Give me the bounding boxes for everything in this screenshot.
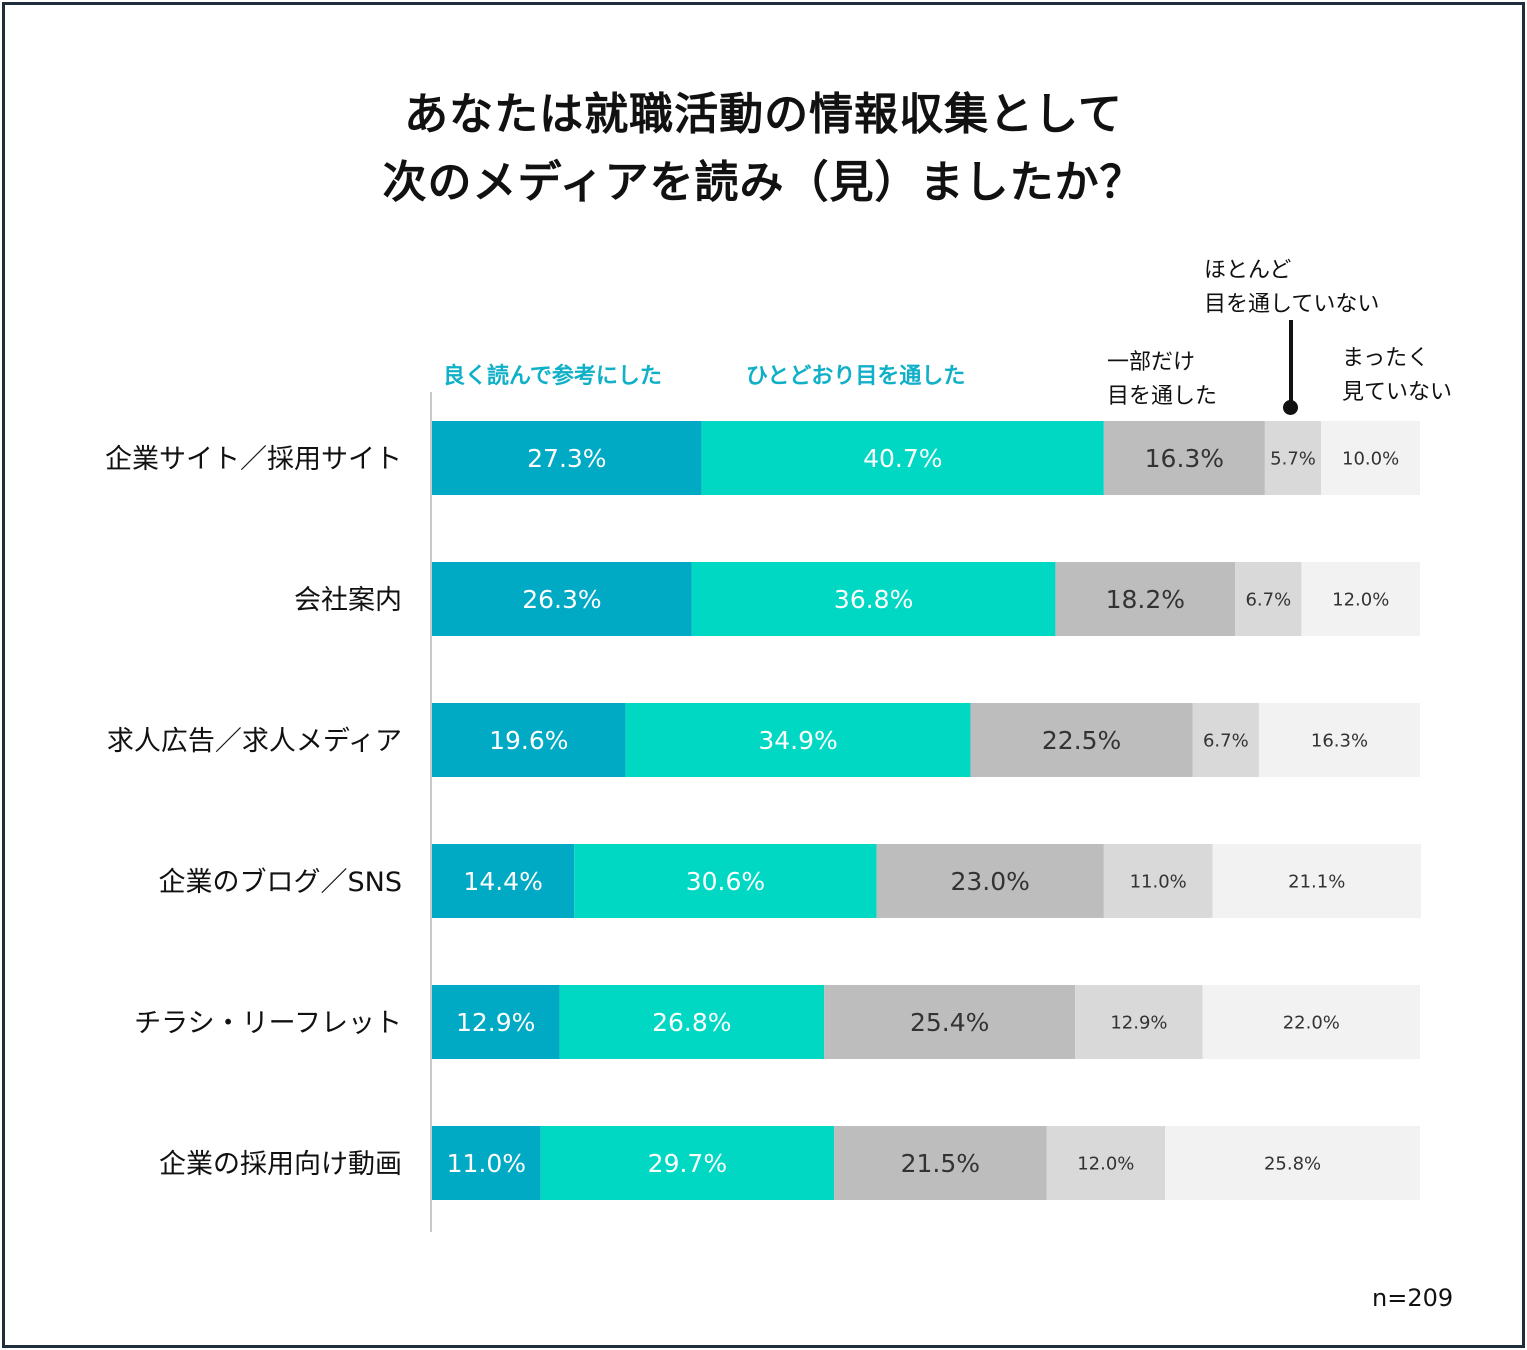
data-label: 6.7% bbox=[1203, 730, 1249, 751]
data-label: 11.0% bbox=[1130, 871, 1187, 892]
data-label: 26.8% bbox=[652, 1008, 731, 1037]
bar-segment bbox=[432, 985, 560, 1059]
bar-segment bbox=[876, 844, 1104, 918]
data-label: 16.3% bbox=[1311, 730, 1368, 751]
bar-segment bbox=[1258, 703, 1420, 777]
bar-segment bbox=[432, 703, 626, 777]
legend-s5-line-2: 見ていない bbox=[1342, 380, 1453, 405]
bar-segment bbox=[1212, 844, 1421, 918]
chart-title-line-1: あなたは就職活動の情報収集として bbox=[404, 89, 1123, 140]
data-label: 12.0% bbox=[1332, 589, 1389, 610]
legend-s1: 良く読んで参考にした bbox=[443, 364, 662, 389]
data-label: 22.0% bbox=[1283, 1012, 1340, 1033]
legend-s4-line-2: 目を通していない bbox=[1204, 292, 1380, 317]
chart-title-line-2: 次のメディアを読み（見）ましたか？ bbox=[382, 157, 1145, 208]
legend-s4-line-1: ほとんど bbox=[1204, 258, 1292, 283]
legend-s3-line-2: 目を通した bbox=[1107, 384, 1218, 409]
data-label: 21.1% bbox=[1288, 871, 1345, 892]
data-label: 18.2% bbox=[1106, 585, 1185, 614]
bar-segment bbox=[432, 1126, 541, 1200]
data-label: 16.3% bbox=[1145, 444, 1224, 473]
data-label: 12.9% bbox=[1110, 1012, 1167, 1033]
data-label: 22.5% bbox=[1042, 726, 1121, 755]
data-label: 12.9% bbox=[456, 1008, 535, 1037]
bar-segment bbox=[701, 421, 1104, 495]
bar-segment bbox=[625, 703, 971, 777]
bar-segment bbox=[1235, 562, 1302, 636]
bar-segment bbox=[1264, 421, 1322, 495]
bar-segment bbox=[574, 844, 877, 918]
data-label: 34.9% bbox=[758, 726, 837, 755]
category-label: 企業の採用向け動画 bbox=[159, 1149, 402, 1180]
bar-segment bbox=[1075, 985, 1203, 1059]
bar-segment bbox=[824, 985, 1076, 1059]
data-label: 11.0% bbox=[447, 1149, 526, 1178]
category-label: 会社案内 bbox=[294, 585, 402, 616]
data-label: 40.7% bbox=[863, 444, 942, 473]
data-label: 10.0% bbox=[1342, 448, 1399, 469]
bar-segment bbox=[1301, 562, 1420, 636]
bar-segment bbox=[432, 421, 702, 495]
legend-s4-pointer-line bbox=[1289, 320, 1293, 404]
bar-segment bbox=[432, 844, 575, 918]
data-label: 14.4% bbox=[463, 867, 542, 896]
bar-segment bbox=[432, 562, 692, 636]
bar-segment bbox=[691, 562, 1056, 636]
bar-segment bbox=[559, 985, 825, 1059]
bar-segment bbox=[1055, 562, 1236, 636]
data-label: 19.6% bbox=[489, 726, 568, 755]
bar-segment bbox=[540, 1126, 835, 1200]
data-label: 25.8% bbox=[1264, 1153, 1321, 1174]
bar-segment bbox=[1321, 421, 1420, 495]
data-label: 29.7% bbox=[648, 1149, 727, 1178]
bar-segment bbox=[1103, 844, 1213, 918]
data-label: 23.0% bbox=[951, 867, 1030, 896]
bar-segment bbox=[834, 1126, 1047, 1200]
bar-segment bbox=[970, 703, 1193, 777]
data-label: 6.7% bbox=[1245, 589, 1291, 610]
legend-s4-pointer-dot bbox=[1283, 400, 1298, 415]
data-label: 30.6% bbox=[686, 867, 765, 896]
category-label: 企業のブログ／SNS bbox=[159, 867, 402, 898]
data-label: 36.8% bbox=[834, 585, 913, 614]
data-label: 12.0% bbox=[1077, 1153, 1134, 1174]
bar-segment bbox=[1046, 1126, 1166, 1200]
bar-segment bbox=[1202, 985, 1420, 1059]
data-label: 21.5% bbox=[901, 1149, 980, 1178]
legend-s3-line-1: 一部だけ bbox=[1107, 350, 1196, 375]
bar-segment bbox=[1192, 703, 1259, 777]
data-label: 25.4% bbox=[910, 1008, 989, 1037]
category-label: 企業サイト／採用サイト bbox=[105, 444, 402, 475]
sample-size-note: n=209 bbox=[1372, 1284, 1454, 1312]
legend-s2: ひとどおり目を通した bbox=[746, 364, 966, 389]
category-label: チラシ・リーフレット bbox=[134, 1008, 402, 1039]
bar-segment bbox=[1165, 1126, 1420, 1200]
legend-s5-line-1: まったく bbox=[1342, 346, 1430, 371]
data-label: 26.3% bbox=[522, 585, 601, 614]
bar-segment bbox=[1103, 421, 1265, 495]
data-label: 5.7% bbox=[1270, 448, 1316, 469]
data-label: 27.3% bbox=[527, 444, 606, 473]
category-label: 求人広告／求人メディア bbox=[107, 726, 402, 757]
